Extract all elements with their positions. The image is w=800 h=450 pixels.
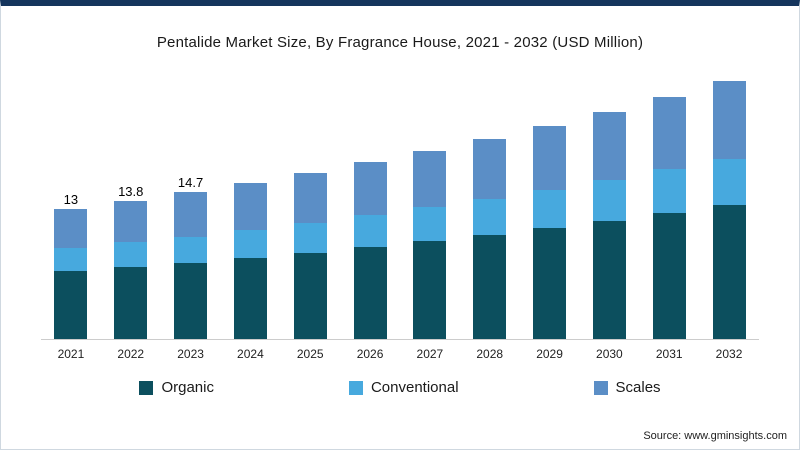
bar-segment-organic: [652, 213, 686, 339]
bar-segment-scales: [712, 81, 746, 159]
legend-label-organic: Organic: [161, 379, 214, 396]
bar-segment-scales: [114, 201, 148, 242]
x-tick-label: 2022: [117, 347, 145, 361]
bar-segment-organic: [473, 235, 507, 339]
bar-segment-scales: [174, 192, 208, 237]
bar-segment-conventional: [174, 237, 208, 263]
bar-value-label: 13: [63, 192, 79, 207]
bar-segment-organic: [174, 263, 208, 339]
bars-container: 13 13.8 14.7: [41, 67, 759, 340]
bar-segment-organic: [712, 205, 746, 339]
bar-segment-scales: [473, 139, 507, 199]
bar-segment-organic: [533, 228, 567, 339]
source-text: Source: www.gminsights.com: [643, 430, 787, 442]
x-tick-label: 2021: [57, 347, 85, 361]
bar-segment-organic: [114, 267, 148, 339]
legend-label-scales: Scales: [615, 379, 661, 396]
bar-segment-organic: [54, 271, 88, 339]
bar-stack: [413, 151, 447, 339]
bar-segment-conventional: [652, 169, 686, 213]
bar-segment-conventional: [353, 215, 387, 247]
bar-segment-conventional: [54, 248, 88, 271]
x-tick-label: 2027: [416, 347, 444, 361]
x-axis-ticks: 2021 2022 2023 2024 2025 2026 2027 2028 2029 2030…: [41, 347, 759, 361]
bar-segment-organic: [233, 258, 267, 339]
bar-segment-conventional: [293, 223, 327, 253]
bar-2021: 13: [41, 193, 101, 339]
x-tick-label: 2032: [715, 347, 743, 361]
bar-segment-scales: [233, 183, 267, 230]
x-tick-label: 2023: [177, 347, 204, 361]
bar-segment-conventional: [533, 190, 567, 228]
bar-segment-organic: [592, 221, 626, 339]
bar-value-label: 14.7: [177, 175, 204, 190]
bar-segment-conventional: [413, 207, 447, 241]
bar-stack: [353, 162, 387, 339]
bar-segment-organic: [353, 247, 387, 339]
legend-swatch-conventional: [348, 380, 363, 395]
bar-segment-scales: [533, 126, 567, 190]
x-tick-label: 2030: [596, 347, 623, 361]
bar-2024: [220, 183, 280, 339]
bar-segment-scales: [592, 112, 626, 180]
legend-label-conventional: Conventional: [370, 379, 459, 396]
bar-2022: 13.8: [101, 185, 161, 339]
bar-2027: [400, 151, 460, 339]
bar-segment-conventional: [233, 230, 267, 258]
legend: Organic Conventional Scales: [1, 379, 799, 396]
bar-segment-scales: [652, 97, 686, 169]
bar-value-label: 13.8: [118, 184, 144, 199]
x-tick-label: 2028: [476, 347, 504, 361]
bar-stack: [652, 97, 686, 339]
bar-segment-scales: [353, 162, 387, 215]
bar-segment-conventional: [473, 199, 507, 235]
bar-2030: [579, 112, 639, 339]
bar-segment-conventional: [592, 180, 626, 221]
x-tick-label: 2026: [356, 347, 384, 361]
bar-segment-scales: [293, 173, 327, 223]
bar-segment-scales: [413, 151, 447, 207]
bar-stack: [114, 201, 148, 339]
legend-item-scales: Scales: [593, 379, 661, 396]
bar-2029: [520, 126, 580, 339]
bar-2032: [699, 81, 759, 339]
bar-stack: [174, 192, 208, 339]
bar-stack: [473, 139, 507, 339]
bar-segment-organic: [413, 241, 447, 339]
bar-stack: [54, 209, 88, 339]
bar-stack: [233, 183, 267, 339]
x-tick-label: 2031: [655, 347, 683, 361]
legend-item-conventional: Conventional: [348, 379, 459, 396]
bar-segment-scales: [54, 209, 88, 248]
legend-item-organic: Organic: [139, 379, 214, 396]
bar-stack: [293, 173, 327, 339]
bar-stack: [533, 126, 567, 339]
legend-swatch-scales: [593, 380, 608, 395]
legend-swatch-organic: [139, 380, 154, 395]
bar-stack: [712, 81, 746, 339]
bar-segment-conventional: [712, 159, 746, 205]
bar-2028: [460, 139, 520, 339]
bar-2031: [639, 97, 699, 339]
bar-2023: 14.7: [161, 176, 221, 339]
bar-stack: [592, 112, 626, 339]
x-tick-label: 2025: [296, 347, 324, 361]
bar-2026: [340, 162, 400, 339]
bar-segment-organic: [293, 253, 327, 339]
x-tick-label: 2024: [237, 347, 264, 361]
chart-title: Pentalide Market Size, By Fragrance Hous…: [156, 34, 644, 51]
bar-segment-conventional: [114, 242, 148, 267]
bar-2025: [280, 173, 340, 339]
plot-area: 13 13.8 14.7 2021 2022 2023 2024 2025 2026 2027 2…: [41, 67, 759, 361]
x-tick-label: 2029: [536, 347, 563, 361]
